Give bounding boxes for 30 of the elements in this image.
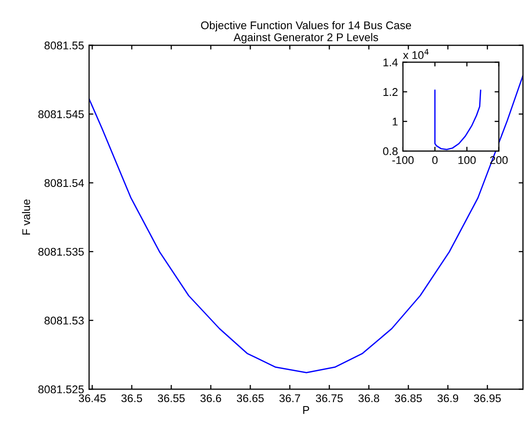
x-tick-label: 36.7 <box>279 394 300 402</box>
y-tick-label: 8081.53 <box>44 316 84 325</box>
x-tick-label: 36.5 <box>121 394 142 402</box>
x-tick-label: 36.6 <box>200 394 222 402</box>
annotation: x 10$^{4}$ <box>403 48 429 60</box>
y-tick-label: 8081.54 <box>44 179 84 187</box>
y-tick-label: 0.8 <box>383 147 398 156</box>
y-tick-label: 1 <box>392 118 398 126</box>
line-series <box>89 74 523 374</box>
y-tick-label: 8081.545 <box>38 110 84 118</box>
x-tick-label: 36.95 <box>474 394 501 402</box>
x-tick-label: 36.75 <box>316 394 343 402</box>
x-tick-label: 36.9 <box>437 394 458 402</box>
x-tick-label: 36.8 <box>358 394 380 402</box>
x-tick-label: 36.45 <box>78 394 106 402</box>
x-tick-label: 36.55 <box>158 394 185 402</box>
y-tick-label: 1.4 <box>384 58 398 66</box>
x-axis-title: P <box>303 406 310 414</box>
x-tick-label: -100 <box>392 156 414 164</box>
y-axis-title: F value <box>22 199 30 235</box>
y-tick-label: 1.2 <box>384 88 398 96</box>
y-tick-label: 8081.525 <box>38 385 84 394</box>
y-tick-label: 8081.55 <box>44 42 84 50</box>
x-tick-label: 100 <box>458 156 476 164</box>
line-series <box>434 90 482 150</box>
x-tick-label: 36.85 <box>394 394 422 402</box>
y-tick-label: 8081.535 <box>38 248 84 256</box>
x-tick-label: 36.65 <box>236 394 264 402</box>
x-tick-label: 0 <box>432 156 438 164</box>
chart-title: Objective Function Values for 14 Bus Case Against Generator 2 P Levels <box>201 21 412 44</box>
